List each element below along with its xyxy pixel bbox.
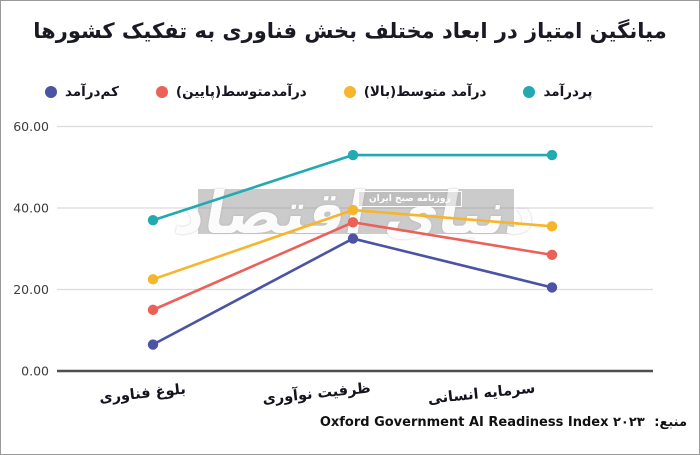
data-point: [147, 339, 159, 350]
legend-label: کم‌درآمد: [65, 84, 119, 100]
legend-dot: [155, 86, 168, 98]
y-tick-label: 0.00: [21, 364, 49, 379]
legend-item: کم‌درآمد: [45, 84, 119, 100]
watermark-main-text: دنیای اقتصاد: [169, 179, 543, 247]
legend-item: درآمدمتوسط(پایین): [155, 84, 307, 100]
legend-dot: [45, 86, 57, 98]
data-point: [147, 274, 159, 285]
legend-dot: [523, 86, 536, 98]
legend-dot: [343, 86, 356, 98]
legend: کم‌درآمد درآمدمتوسط(پایین) درآمد متوسط(بال…: [45, 82, 689, 102]
data-point: [546, 221, 558, 232]
y-tick-label: 60.00: [13, 119, 49, 134]
watermark: دنیای اقتصاد روزنامه صبح ایران: [170, 179, 543, 247]
legend-item: درآمد متوسط(بالا): [343, 84, 487, 100]
y-tick-label: 20.00: [13, 282, 49, 297]
x-category-label: ظرفیت نوآوری: [262, 378, 372, 407]
chart-title: میانگین امتیاز در ابعاد مختلف بخش فناوری…: [33, 19, 667, 43]
legend-item: پردرآمد: [523, 84, 592, 100]
data-point: [546, 249, 558, 261]
data-point: [147, 215, 159, 226]
source-line: منبع: Oxford Government AI Readiness Ind…: [320, 415, 687, 430]
watermark-small-text: روزنامه صبح ایران: [358, 191, 462, 207]
y-tick-label: 40.00: [13, 201, 49, 216]
legend-label: درآمدمتوسط(پایین): [175, 84, 307, 100]
data-point: [546, 282, 558, 293]
data-point: [546, 149, 558, 161]
data-point: [147, 304, 159, 316]
legend-label: پردرآمد: [543, 84, 593, 100]
source-label: منبع:: [654, 415, 687, 430]
legend-label: درآمد متوسط(بالا): [363, 84, 487, 100]
source-text: Oxford Government AI Readiness Index ۲۰۲…: [319, 415, 645, 430]
x-category-label: سرمایه انسانی: [427, 380, 536, 407]
x-category-label: بلوغ فناوری: [99, 382, 187, 407]
